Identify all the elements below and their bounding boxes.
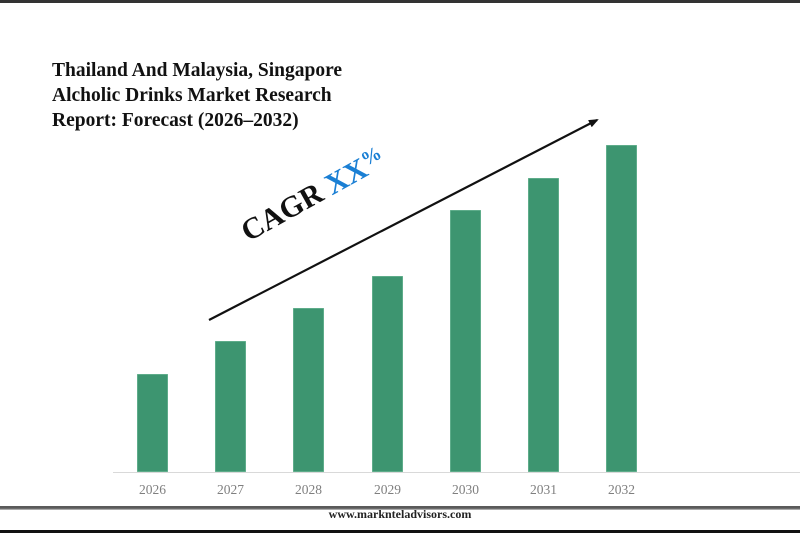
x-label-2026: 2026 <box>139 482 166 497</box>
bar-2029 <box>372 276 403 472</box>
bar-2026 <box>137 374 168 472</box>
footer-website: www.marknteladvisors.com <box>328 507 472 521</box>
x-label-2031: 2031 <box>530 482 557 497</box>
title-line-1: Thailand And Malaysia, Singapore <box>52 60 343 81</box>
bar-2028 <box>293 308 324 472</box>
footer-divider <box>0 506 800 510</box>
x-axis-line <box>113 472 800 473</box>
bar-2030 <box>450 210 481 472</box>
title-line-3: Report: Forecast (2026–2032) <box>52 110 299 131</box>
x-label-2027: 2027 <box>217 482 244 497</box>
x-label-2028: 2028 <box>295 482 322 497</box>
bar-2027 <box>215 341 246 472</box>
title-line-2: Alcholic Drinks Market Research <box>52 85 332 106</box>
bottom-border <box>0 530 800 533</box>
x-label-2029: 2029 <box>374 482 401 497</box>
x-label-2032: 2032 <box>608 482 635 497</box>
x-label-2030: 2030 <box>452 482 479 497</box>
bar-2031 <box>528 178 559 472</box>
top-border <box>0 0 800 3</box>
chart-title: Thailand And Malaysia, Singapore Alcholi… <box>52 58 412 133</box>
bar-2032 <box>606 145 637 472</box>
